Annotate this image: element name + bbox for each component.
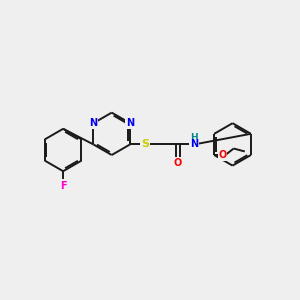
Text: H: H — [190, 134, 198, 142]
Text: N: N — [190, 140, 198, 149]
Text: F: F — [60, 181, 67, 191]
Text: N: N — [89, 118, 98, 128]
Text: S: S — [141, 140, 149, 149]
Text: O: O — [174, 158, 182, 168]
Text: O: O — [218, 150, 226, 160]
Text: N: N — [126, 118, 134, 128]
